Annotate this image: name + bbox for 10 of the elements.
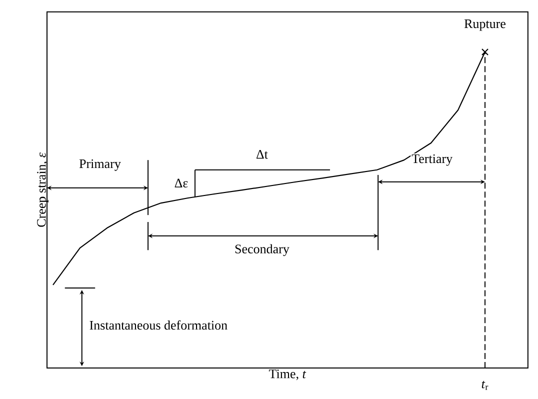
text: Rupture xyxy=(464,19,506,31)
x-axis-title: Time, t xyxy=(269,370,306,380)
annotation: Δε xyxy=(174,178,188,188)
annotation: Tertiary xyxy=(412,154,453,166)
annotation: Secondary xyxy=(235,244,290,256)
y-axis-title: Creep strain, ε xyxy=(37,152,48,227)
annotation: Primary xyxy=(79,159,121,171)
text: t$_{r}$ xyxy=(482,380,488,390)
annotation: Instantaneous deformation xyxy=(90,320,228,330)
annotation: Δt xyxy=(256,150,268,159)
